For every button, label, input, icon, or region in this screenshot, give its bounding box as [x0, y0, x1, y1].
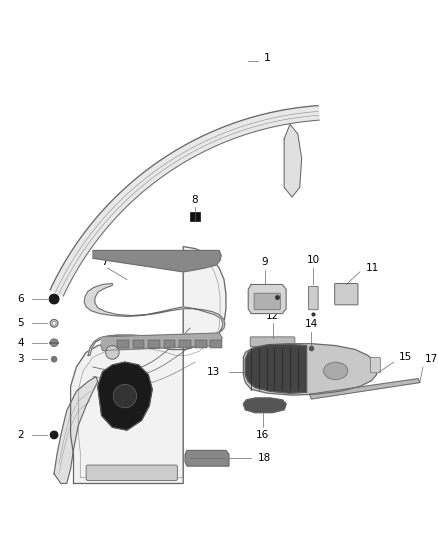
- Polygon shape: [284, 124, 302, 197]
- Text: 13: 13: [207, 367, 220, 377]
- Text: 7: 7: [101, 257, 108, 267]
- Bar: [210, 340, 222, 348]
- Polygon shape: [84, 284, 225, 356]
- Text: 17: 17: [425, 354, 438, 364]
- Circle shape: [50, 339, 58, 346]
- Circle shape: [51, 356, 57, 362]
- Text: 12: 12: [266, 311, 279, 321]
- Bar: [195, 340, 206, 348]
- FancyBboxPatch shape: [371, 357, 380, 373]
- Circle shape: [50, 431, 58, 439]
- Text: 6: 6: [18, 294, 24, 304]
- FancyBboxPatch shape: [250, 337, 295, 346]
- FancyBboxPatch shape: [86, 465, 177, 481]
- Polygon shape: [185, 450, 229, 466]
- Polygon shape: [245, 345, 307, 393]
- Bar: [133, 340, 145, 348]
- FancyBboxPatch shape: [335, 284, 358, 305]
- Circle shape: [49, 294, 59, 304]
- Ellipse shape: [324, 362, 348, 379]
- Polygon shape: [244, 344, 378, 395]
- Polygon shape: [98, 362, 152, 430]
- Text: 8: 8: [191, 195, 198, 205]
- Text: 16: 16: [256, 430, 269, 440]
- Bar: [148, 340, 160, 348]
- Text: 5: 5: [18, 318, 24, 328]
- Circle shape: [50, 319, 58, 327]
- Bar: [179, 340, 191, 348]
- Text: 10: 10: [307, 255, 320, 265]
- Text: 18: 18: [258, 453, 271, 463]
- FancyBboxPatch shape: [308, 286, 318, 310]
- Polygon shape: [248, 285, 286, 313]
- Circle shape: [52, 321, 56, 325]
- Polygon shape: [101, 333, 222, 351]
- Text: 14: 14: [305, 319, 318, 329]
- Text: 2: 2: [18, 430, 24, 440]
- FancyBboxPatch shape: [254, 293, 280, 310]
- Polygon shape: [71, 247, 226, 483]
- Polygon shape: [244, 398, 286, 413]
- Bar: [164, 340, 176, 348]
- Polygon shape: [93, 251, 221, 272]
- Polygon shape: [54, 377, 98, 483]
- Text: 4: 4: [18, 338, 24, 348]
- Circle shape: [113, 384, 137, 408]
- Polygon shape: [50, 106, 319, 296]
- Bar: [190, 212, 200, 221]
- Bar: [117, 340, 129, 348]
- Text: 15: 15: [399, 352, 412, 362]
- Text: 3: 3: [18, 354, 24, 364]
- Text: 1: 1: [264, 53, 271, 63]
- Polygon shape: [309, 378, 420, 399]
- Text: 9: 9: [261, 257, 268, 267]
- Circle shape: [106, 345, 119, 359]
- Text: 11: 11: [366, 263, 379, 273]
